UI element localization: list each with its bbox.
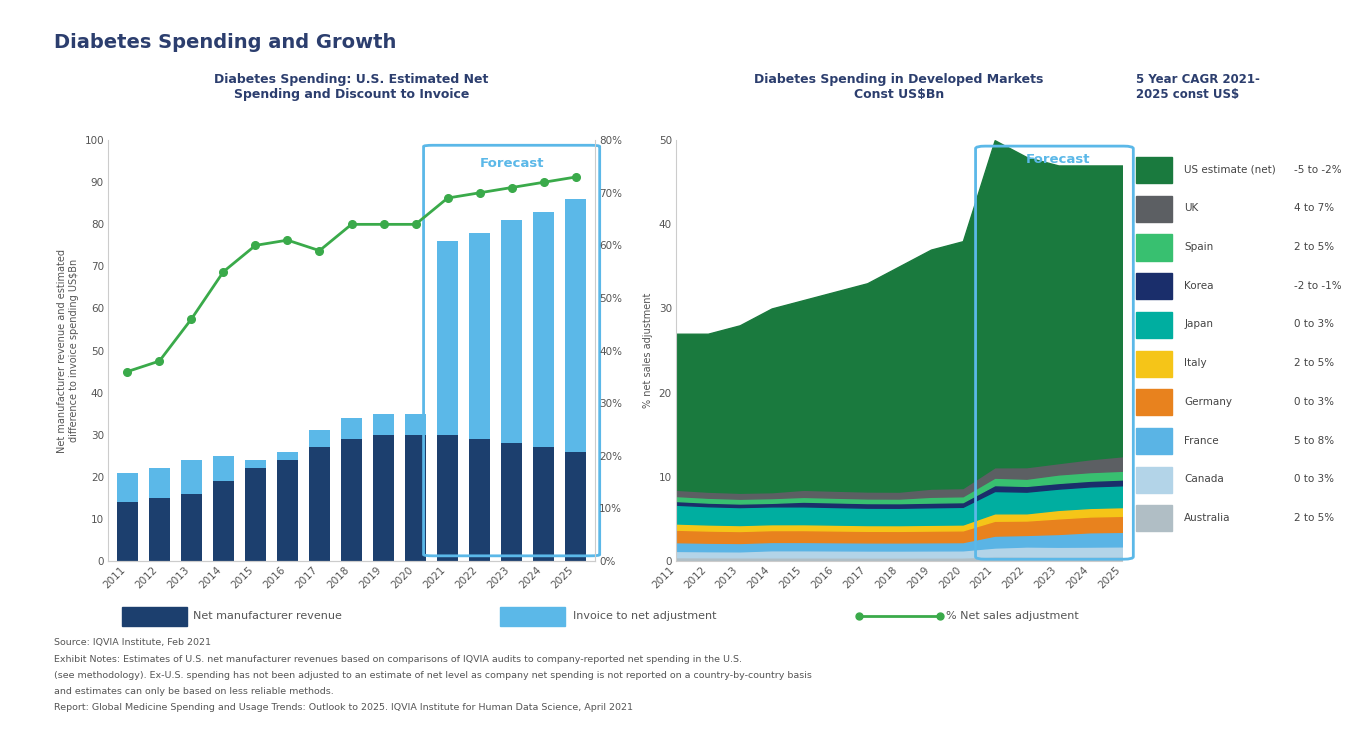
- Text: Korea: Korea: [1184, 280, 1214, 291]
- Text: US estimate (net): US estimate (net): [1184, 165, 1276, 175]
- Text: Diabetes Spending and Growth: Diabetes Spending and Growth: [54, 33, 396, 52]
- Bar: [149, 497, 170, 561]
- Text: 4 to 7%: 4 to 7%: [1294, 204, 1334, 213]
- Text: Spain: Spain: [1184, 242, 1214, 252]
- Bar: [406, 435, 426, 561]
- Bar: [502, 220, 522, 443]
- Text: 5 to 8%: 5 to 8%: [1294, 435, 1334, 446]
- Text: Italy: Italy: [1184, 358, 1207, 368]
- Y-axis label: % net sales adjustment: % net sales adjustment: [644, 293, 653, 408]
- Bar: [1136, 196, 1172, 222]
- Text: Forecast: Forecast: [480, 157, 544, 170]
- Bar: [310, 430, 330, 447]
- Bar: [118, 472, 138, 502]
- Text: Invoice to net adjustment: Invoice to net adjustment: [573, 611, 717, 621]
- Text: Forecast: Forecast: [1026, 153, 1091, 166]
- Bar: [533, 212, 554, 447]
- Bar: [214, 456, 234, 481]
- Bar: [1136, 506, 1172, 531]
- Text: Net manufacturer revenue: Net manufacturer revenue: [193, 611, 342, 621]
- Bar: [245, 469, 266, 561]
- Bar: [469, 439, 489, 561]
- Bar: [277, 460, 297, 561]
- Text: 0 to 3%: 0 to 3%: [1294, 320, 1334, 329]
- Text: 2 to 5%: 2 to 5%: [1294, 358, 1334, 368]
- Text: Japan: Japan: [1184, 320, 1213, 329]
- Bar: [149, 469, 170, 497]
- Bar: [1136, 312, 1172, 338]
- Y-axis label: Net manufacturer revenue and estimated
difference to invoice spending US$Bn: Net manufacturer revenue and estimated d…: [57, 249, 78, 452]
- Text: Source: IQVIA Institute, Feb 2021: Source: IQVIA Institute, Feb 2021: [54, 638, 211, 647]
- Bar: [565, 199, 585, 452]
- Text: France: France: [1184, 435, 1220, 446]
- Text: Diabetes Spending in Developed Markets
Const US$Bn: Diabetes Spending in Developed Markets C…: [754, 73, 1044, 101]
- Text: Report: Global Medicine Spending and Usage Trends: Outlook to 2025. IQVIA Instit: Report: Global Medicine Spending and Usa…: [54, 703, 633, 712]
- Bar: [1136, 389, 1172, 415]
- Bar: [373, 413, 393, 435]
- Bar: [1136, 235, 1172, 261]
- Bar: [1136, 466, 1172, 493]
- Bar: [310, 447, 330, 561]
- Text: Diabetes Spending: U.S. Estimated Net
Spending and Discount to Invoice: Diabetes Spending: U.S. Estimated Net Sp…: [215, 73, 488, 101]
- Bar: [118, 502, 138, 561]
- Bar: [341, 439, 362, 561]
- Bar: [1136, 428, 1172, 454]
- Text: % Net sales adjustment: % Net sales adjustment: [946, 611, 1079, 621]
- Text: -2 to -1%: -2 to -1%: [1294, 280, 1341, 291]
- Text: 0 to 3%: 0 to 3%: [1294, 397, 1334, 407]
- Text: 2 to 5%: 2 to 5%: [1294, 513, 1334, 523]
- Bar: [181, 460, 201, 494]
- Bar: [502, 443, 522, 561]
- Text: Exhibit Notes: Estimates of U.S. net manufacturer revenues based on comparisons : Exhibit Notes: Estimates of U.S. net man…: [54, 655, 742, 663]
- Bar: [437, 435, 458, 561]
- Bar: [1136, 273, 1172, 299]
- Bar: [277, 452, 297, 460]
- Text: 2 to 5%: 2 to 5%: [1294, 242, 1334, 252]
- Text: and estimates can only be based on less reliable methods.: and estimates can only be based on less …: [54, 687, 334, 696]
- Text: Germany: Germany: [1184, 397, 1233, 407]
- Bar: [373, 435, 393, 561]
- Bar: [469, 232, 489, 439]
- Bar: [565, 452, 585, 561]
- Text: (see methodology). Ex-U.S. spending has not been adjusted to an estimate of net : (see methodology). Ex-U.S. spending has …: [54, 671, 813, 680]
- Bar: [1136, 351, 1172, 376]
- Text: 5 Year CAGR 2021-
2025 const US$: 5 Year CAGR 2021- 2025 const US$: [1136, 73, 1260, 101]
- Text: Australia: Australia: [1184, 513, 1230, 523]
- Bar: [181, 494, 201, 561]
- Text: 0 to 3%: 0 to 3%: [1294, 475, 1334, 484]
- Bar: [533, 447, 554, 561]
- Text: -5 to -2%: -5 to -2%: [1294, 165, 1341, 175]
- Bar: [1136, 157, 1172, 183]
- Bar: [437, 241, 458, 435]
- Bar: [214, 481, 234, 561]
- Text: UK: UK: [1184, 204, 1199, 213]
- Bar: [341, 418, 362, 439]
- Text: Canada: Canada: [1184, 475, 1224, 484]
- Bar: [245, 460, 266, 469]
- Bar: [406, 413, 426, 435]
